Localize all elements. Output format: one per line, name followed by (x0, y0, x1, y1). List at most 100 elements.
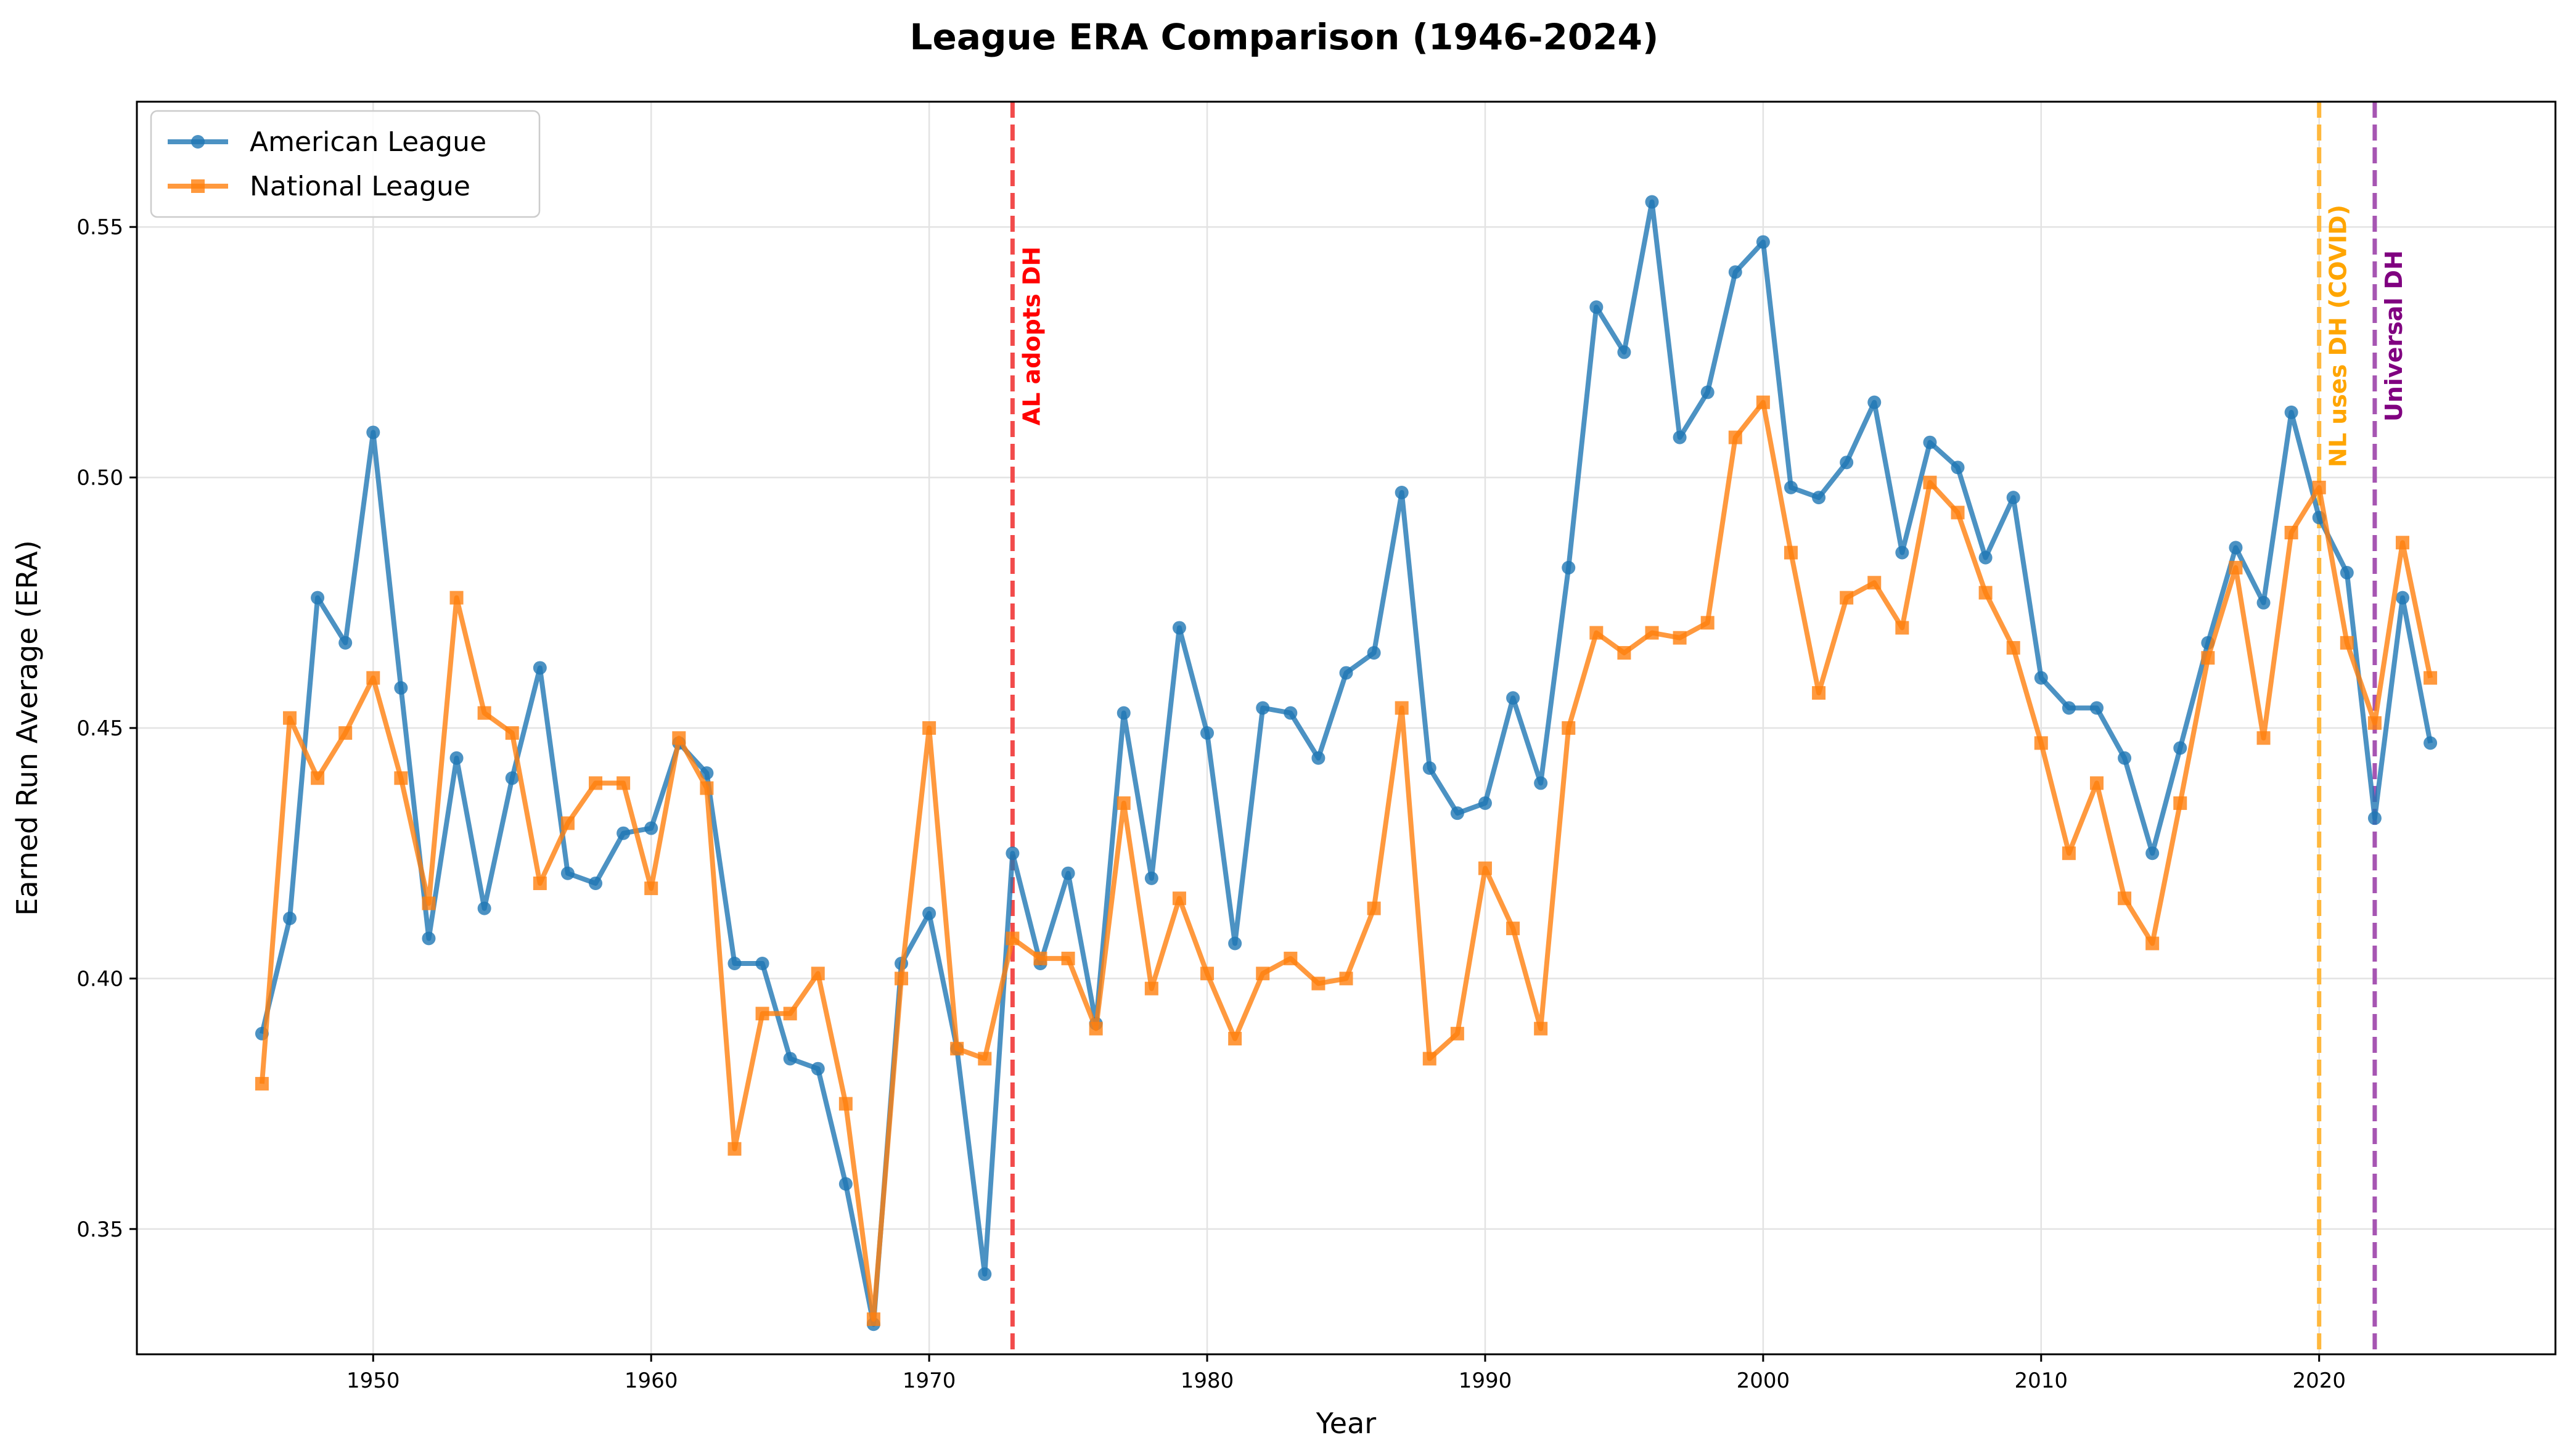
data-point (2229, 560, 2243, 575)
data-point (2006, 640, 2020, 655)
data-point (2367, 811, 2382, 825)
x-tick-label: 2020 (2292, 1368, 2346, 1393)
data-point (2367, 716, 2382, 730)
data-point (1562, 721, 1576, 735)
y-axis-title: Earned Run Average (ERA) (10, 540, 44, 916)
data-point (922, 906, 936, 920)
data-point (2256, 731, 2271, 745)
data-point (2340, 636, 2354, 650)
data-point (2118, 891, 2132, 906)
x-tick-label: 1960 (625, 1368, 678, 1393)
x-axis-title: Year (1316, 1407, 1376, 1440)
data-point (1395, 485, 1409, 499)
data-point (1395, 701, 1409, 715)
data-point (895, 971, 909, 986)
x-tick-label: 1980 (1181, 1368, 1234, 1393)
data-point (1534, 776, 1548, 790)
data-point (1923, 475, 1937, 489)
data-point (1006, 931, 1020, 946)
data-point (1117, 706, 1131, 720)
data-point (1117, 796, 1131, 810)
axes: 1950 1960 1970 1980 1990 2000 2010 2020 0.35 0.40… (76, 215, 2346, 1393)
data-point (533, 661, 547, 675)
data-point (2424, 736, 2438, 750)
data-point (2034, 736, 2048, 750)
data-point (1506, 691, 1520, 705)
data-point (811, 967, 825, 981)
data-point (1284, 951, 1298, 965)
data-point (2312, 480, 2326, 494)
data-point (1756, 395, 1770, 409)
data-series (255, 195, 2438, 1331)
data-point (1700, 385, 1715, 399)
data-point (338, 636, 353, 650)
data-point (1089, 1021, 1103, 1036)
data-point (1978, 550, 1993, 565)
data-point (978, 1267, 992, 1281)
data-point (2395, 536, 2409, 550)
event-label: NL uses DH (COVID) (2325, 205, 2352, 467)
y-tick-label: 0.35 (76, 1217, 123, 1242)
data-point (978, 1052, 992, 1066)
data-point (1311, 751, 1325, 765)
y-tick-label: 0.55 (76, 215, 123, 240)
data-point (1617, 345, 1631, 359)
data-point (1840, 456, 1854, 470)
data-point (922, 721, 936, 735)
data-point (589, 876, 603, 890)
y-tick-label: 0.40 (76, 967, 123, 991)
data-point (449, 751, 464, 765)
data-point (1562, 560, 1576, 575)
data-point (2284, 405, 2298, 419)
data-point (755, 1007, 769, 1021)
chart-title: League ERA Comparison (1946-2024) (910, 16, 1659, 58)
data-point (950, 1042, 964, 1056)
data-point (783, 1007, 797, 1021)
data-point (1006, 846, 1020, 861)
data-point (1228, 936, 1242, 951)
data-point (727, 957, 742, 971)
data-point (2034, 671, 2048, 685)
data-point (2229, 541, 2243, 555)
data-point (1450, 1026, 1464, 1041)
data-point (1061, 866, 1075, 880)
data-point (1422, 761, 1436, 775)
data-point (2006, 491, 2020, 505)
data-point (283, 911, 297, 925)
data-point (1506, 922, 1520, 936)
x-tick-label: 1990 (1459, 1368, 1512, 1393)
data-point (644, 821, 658, 835)
data-point (1784, 480, 1798, 494)
data-point (617, 776, 631, 790)
data-point (366, 671, 380, 685)
data-point (422, 896, 436, 910)
data-point (1895, 621, 1909, 635)
data-point (2089, 701, 2104, 715)
data-point (2395, 591, 2409, 605)
data-point (1645, 195, 1659, 209)
data-point (1311, 976, 1325, 991)
data-point (1200, 967, 1215, 981)
event-label: AL adopts DH (1018, 247, 1045, 425)
data-point (2145, 846, 2160, 861)
data-point (1367, 646, 1381, 660)
data-point (1951, 505, 1965, 520)
data-point (2284, 526, 2298, 540)
data-point (1923, 435, 1937, 449)
data-point (2145, 936, 2160, 951)
data-point (1673, 631, 1687, 645)
event-label: Universal DH (2380, 250, 2407, 422)
data-point (1478, 861, 1492, 875)
data-point (838, 1177, 853, 1191)
legend-swatch-marker (191, 135, 205, 149)
data-point (838, 1097, 853, 1111)
data-point (672, 731, 686, 745)
x-tick-label: 2010 (2015, 1368, 2068, 1393)
data-point (1534, 1021, 1548, 1036)
data-point (2062, 846, 2076, 861)
data-point (2201, 651, 2215, 665)
data-point (2118, 751, 2132, 765)
x-tick-label: 1970 (903, 1368, 956, 1393)
data-point (644, 881, 658, 896)
data-point (394, 681, 408, 695)
